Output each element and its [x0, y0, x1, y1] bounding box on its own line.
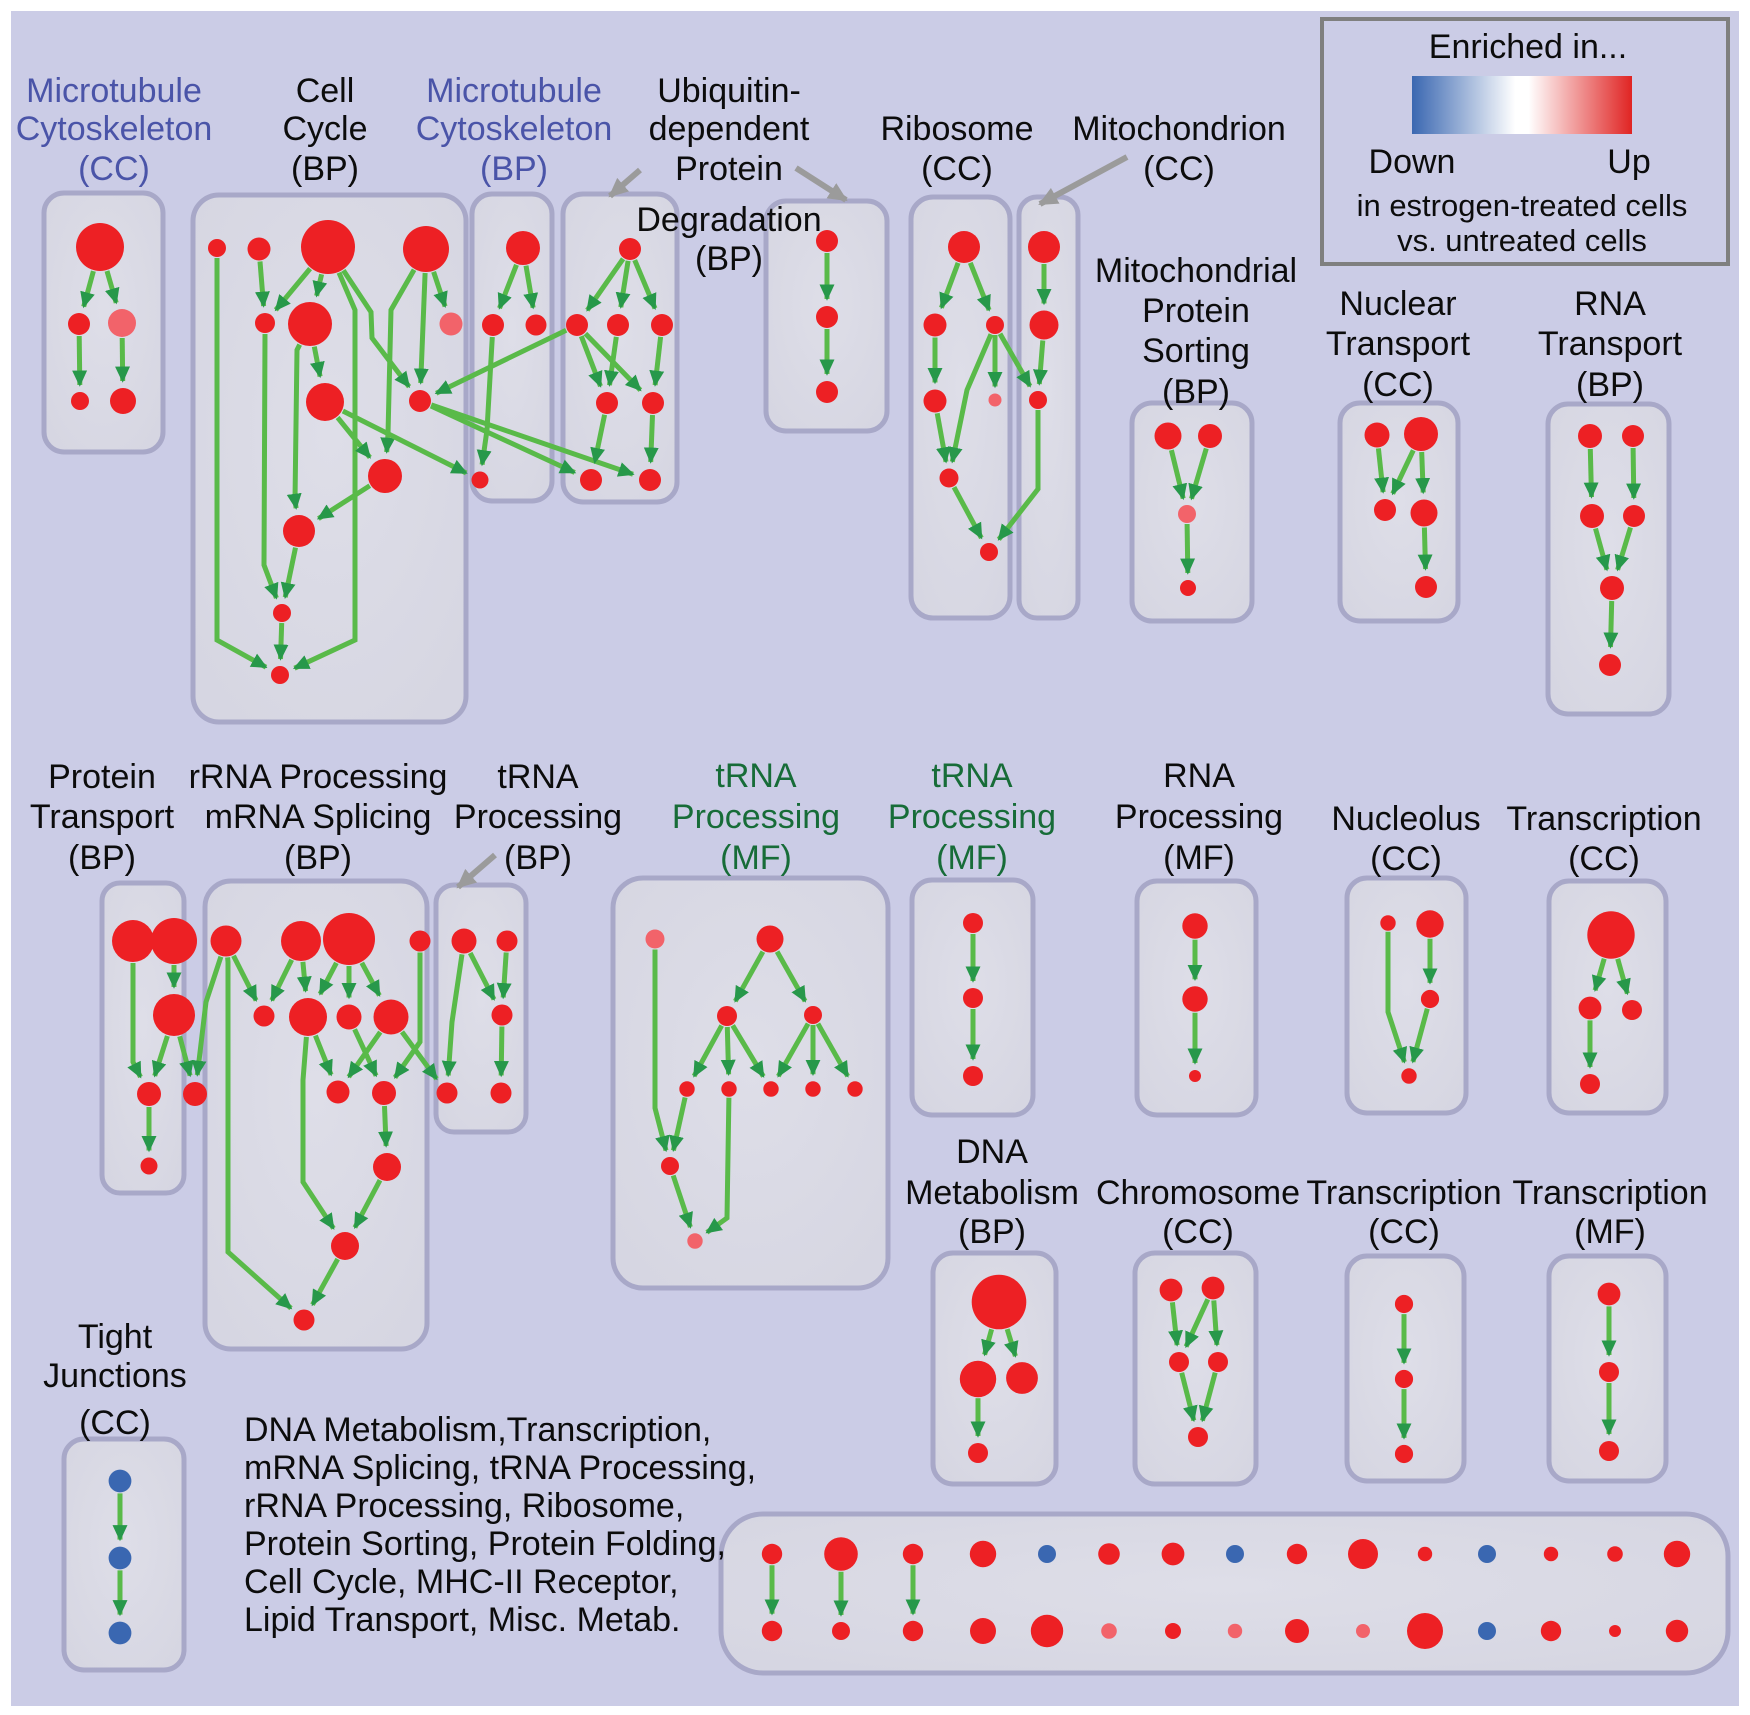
svg-text:rRNA Processing, Ribosome,: rRNA Processing, Ribosome,	[244, 1487, 684, 1525]
svg-text:(BP): (BP)	[695, 240, 763, 278]
svg-text:(CC): (CC)	[921, 150, 993, 188]
svg-text:rRNA Processing: rRNA Processing	[189, 758, 448, 796]
svg-text:(BP): (BP)	[291, 150, 359, 188]
svg-text:Protein Sorting, Protein Foldi: Protein Sorting, Protein Folding,	[244, 1525, 726, 1563]
svg-text:Transcription: Transcription	[1306, 1174, 1501, 1212]
svg-text:Microtubule: Microtubule	[426, 72, 602, 110]
svg-text:Transcription: Transcription	[1506, 800, 1701, 838]
svg-text:tRNA: tRNA	[497, 758, 579, 796]
svg-text:Protein: Protein	[48, 758, 156, 796]
svg-text:Junctions: Junctions	[43, 1357, 187, 1395]
svg-text:Cell Cycle, MHC-II Receptor,: Cell Cycle, MHC-II Receptor,	[244, 1563, 679, 1601]
svg-text:Cytoskeleton: Cytoskeleton	[416, 110, 613, 148]
svg-text:DNA Metabolism,Transcription,: DNA Metabolism,Transcription,	[244, 1411, 711, 1449]
svg-text:(CC): (CC)	[1370, 840, 1442, 878]
svg-text:Down: Down	[1369, 143, 1456, 181]
svg-text:Degradation: Degradation	[636, 201, 821, 239]
svg-text:Ubiquitin-: Ubiquitin-	[657, 72, 801, 110]
svg-text:(MF): (MF)	[1163, 839, 1235, 877]
svg-text:Up: Up	[1607, 143, 1650, 181]
svg-text:Sorting: Sorting	[1142, 332, 1250, 370]
svg-text:RNA: RNA	[1163, 757, 1235, 795]
svg-text:(BP): (BP)	[480, 150, 548, 188]
svg-text:Nucleolus: Nucleolus	[1331, 800, 1480, 838]
svg-text:Enriched in...: Enriched in...	[1429, 28, 1627, 66]
svg-text:mRNA Splicing: mRNA Splicing	[205, 798, 432, 836]
svg-text:Metabolism: Metabolism	[905, 1174, 1079, 1212]
svg-text:in estrogen-treated cells: in estrogen-treated cells	[1357, 188, 1688, 223]
svg-text:Microtubule: Microtubule	[26, 72, 202, 110]
svg-text:Cycle: Cycle	[282, 110, 367, 148]
svg-text:(CC): (CC)	[1362, 366, 1434, 404]
svg-text:RNA: RNA	[1574, 285, 1646, 323]
svg-text:Processing: Processing	[888, 798, 1056, 836]
svg-text:(BP): (BP)	[284, 839, 352, 877]
svg-text:(CC): (CC)	[79, 1404, 151, 1442]
svg-text:(MF): (MF)	[1574, 1213, 1646, 1251]
svg-text:Ribosome: Ribosome	[880, 110, 1033, 148]
svg-text:(CC): (CC)	[1162, 1213, 1234, 1251]
svg-text:Transport: Transport	[1326, 325, 1471, 363]
svg-text:Protein: Protein	[675, 150, 783, 188]
svg-text:Cytoskeleton: Cytoskeleton	[16, 110, 213, 148]
svg-text:(BP): (BP)	[958, 1213, 1026, 1251]
svg-text:mRNA Splicing, tRNA Processing: mRNA Splicing, tRNA Processing,	[244, 1449, 756, 1487]
svg-text:Transport: Transport	[30, 798, 175, 836]
svg-text:(CC): (CC)	[1143, 150, 1215, 188]
svg-text:Mitochondrion: Mitochondrion	[1072, 110, 1286, 148]
svg-text:Processing: Processing	[672, 798, 840, 836]
svg-text:tRNA: tRNA	[715, 757, 797, 795]
svg-text:Nuclear: Nuclear	[1339, 285, 1456, 323]
svg-text:(CC): (CC)	[1368, 1213, 1440, 1251]
svg-text:(BP): (BP)	[1576, 366, 1644, 404]
svg-text:Protein: Protein	[1142, 292, 1250, 330]
svg-text:Transcription: Transcription	[1512, 1174, 1707, 1212]
svg-text:Cell: Cell	[296, 72, 355, 110]
svg-text:Lipid Transport, Misc. Metab.: Lipid Transport, Misc. Metab.	[244, 1601, 681, 1639]
svg-text:(MF): (MF)	[720, 839, 792, 877]
svg-text:Processing: Processing	[1115, 798, 1283, 836]
svg-text:Chromosome: Chromosome	[1096, 1174, 1300, 1212]
svg-text:(CC): (CC)	[1568, 840, 1640, 878]
svg-text:dependent: dependent	[649, 110, 810, 148]
svg-text:(MF): (MF)	[936, 839, 1008, 877]
svg-text:(BP): (BP)	[504, 839, 572, 877]
svg-text:vs. untreated cells: vs. untreated cells	[1397, 223, 1647, 258]
svg-text:(BP): (BP)	[1162, 373, 1230, 411]
svg-text:(CC): (CC)	[78, 150, 150, 188]
svg-text:DNA: DNA	[956, 1133, 1028, 1171]
svg-text:Tight: Tight	[78, 1318, 153, 1356]
svg-text:(BP): (BP)	[68, 839, 136, 877]
svg-text:Mitochondrial: Mitochondrial	[1095, 252, 1297, 290]
svg-text:tRNA: tRNA	[931, 757, 1013, 795]
svg-text:Transport: Transport	[1538, 325, 1683, 363]
svg-text:Processing: Processing	[454, 798, 622, 836]
